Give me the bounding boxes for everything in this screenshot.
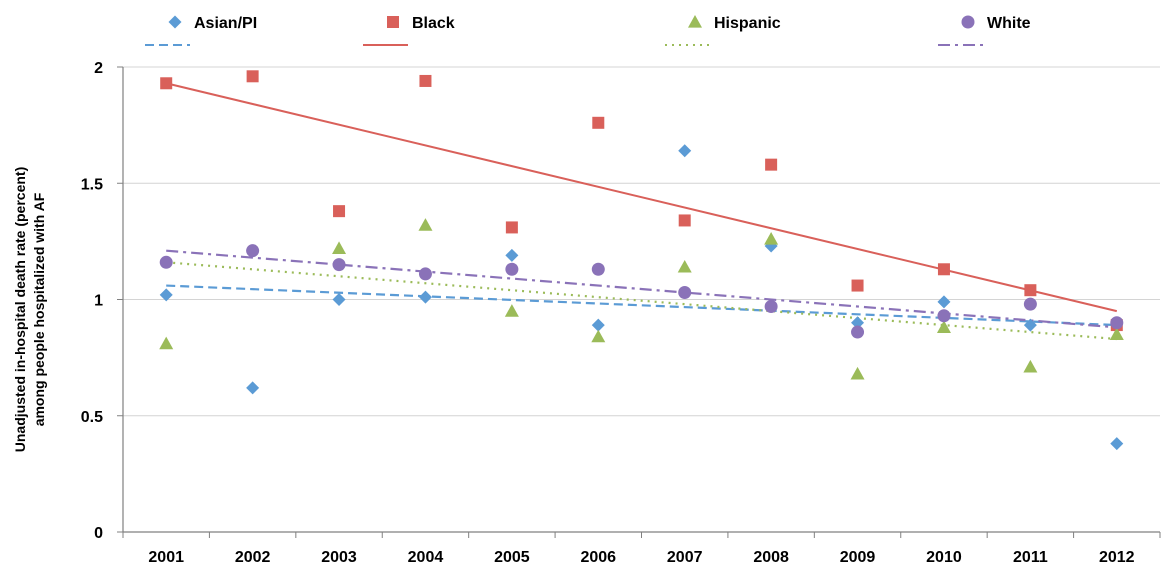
data-point-hispanic [418, 218, 433, 231]
legend-label-black: Black [412, 15, 455, 32]
legend-label-hispanic: Hispanic [714, 15, 781, 32]
data-point-white [246, 244, 260, 258]
legend-marker-asian-pi [168, 15, 182, 29]
x-tick-label: 2007 [667, 549, 703, 566]
data-point-white [332, 258, 346, 272]
data-point-asian-pi [332, 293, 346, 306]
data-point-asian-pi [159, 288, 173, 302]
y-tick-label: 1.5 [81, 176, 103, 193]
x-tick-label: 2001 [148, 549, 184, 566]
y-axis-title-line: among people hospitalized with AF [31, 192, 47, 426]
y-axis-title: Unadjusted in-hospital death rate (perce… [12, 167, 47, 452]
series-black [160, 70, 1123, 332]
data-point-hispanic [850, 366, 865, 380]
data-point-white [505, 262, 519, 276]
data-point-black [678, 214, 691, 227]
data-point-hispanic [591, 329, 606, 343]
y-tick-label: 2 [94, 60, 103, 77]
trendline-hispanic [166, 261, 1117, 341]
data-point-hispanic [159, 336, 174, 350]
data-point-asian-pi [851, 316, 865, 330]
data-point-black [246, 70, 259, 83]
data-point-black [592, 116, 605, 129]
data-point-white [591, 262, 605, 276]
x-tick-label: 2003 [321, 549, 357, 566]
data-point-asian-pi [937, 295, 951, 309]
data-point-black [333, 205, 346, 218]
data-point-black [765, 158, 778, 171]
x-tick-label: 2006 [580, 549, 616, 566]
data-point-white [418, 267, 432, 281]
data-point-hispanic [1023, 359, 1038, 373]
x-axis: 2001 2002 2003 2004 2005 2006 2007 2008 2009 2010… [122, 532, 1161, 566]
x-tick-label: 2009 [840, 549, 876, 566]
data-point-white [1023, 297, 1037, 311]
data-point-asian-pi [1110, 437, 1124, 451]
data-point-black [937, 263, 950, 276]
legend-label-white: White [987, 15, 1031, 32]
data-point-white [1110, 316, 1124, 330]
y-axis-title-line: Unadjusted in-hospital death rate (perce… [12, 167, 28, 452]
trendline-white [166, 249, 1117, 329]
data-point-asian-pi [678, 144, 692, 158]
legend-marker-hispanic [688, 15, 702, 28]
legend-marker-white [961, 15, 975, 29]
legend-marker-black [387, 16, 399, 28]
data-point-white [851, 325, 865, 339]
series-hispanic [159, 218, 1124, 380]
trendlines [165, 82, 1118, 341]
y-tick-label: 0.5 [81, 409, 103, 426]
y-tick-label: 0 [94, 525, 103, 542]
legend: Asian/PI Black Hispanic White [145, 15, 1031, 46]
data-point-hispanic [764, 232, 779, 245]
data-point-black [419, 74, 432, 87]
trendline-black [165, 82, 1118, 313]
x-tick-label: 2005 [494, 549, 530, 566]
data-point-white [937, 309, 951, 323]
y-tick-label: 1 [94, 293, 103, 310]
x-tick-label: 2012 [1099, 549, 1135, 566]
data-point-asian-pi [591, 318, 605, 332]
x-tick-label: 2004 [408, 549, 444, 566]
data-point-black [851, 279, 864, 292]
x-tick-label: 2002 [235, 549, 271, 566]
legend-label-asian-pi: Asian/PI [194, 15, 257, 32]
data-point-asian-pi [418, 290, 432, 304]
data-point-black [1024, 284, 1037, 297]
data-point-hispanic [332, 241, 347, 254]
data-point-hispanic [1109, 327, 1124, 340]
data-point-black [160, 77, 173, 90]
trendline-asian-pi [166, 284, 1117, 327]
x-tick-label: 2008 [753, 549, 789, 566]
data-point-white [159, 255, 173, 269]
series-white [159, 244, 1124, 339]
x-tick-label: 2010 [926, 549, 962, 566]
data-point-asian-pi [505, 248, 519, 262]
data-point-asian-pi [246, 381, 260, 395]
gridlines: 0 0.5 1 1.5 2 [81, 60, 1160, 542]
data-point-asian-pi [1023, 318, 1037, 332]
data-point-hispanic [677, 259, 692, 273]
data-point-white [764, 299, 778, 313]
data-point-black [505, 221, 518, 234]
data-point-white [678, 286, 692, 300]
data-point-hispanic [504, 304, 519, 317]
series-asian-pi [159, 144, 1124, 451]
data-point-hispanic [936, 320, 951, 333]
x-tick-label: 2011 [1013, 549, 1048, 566]
